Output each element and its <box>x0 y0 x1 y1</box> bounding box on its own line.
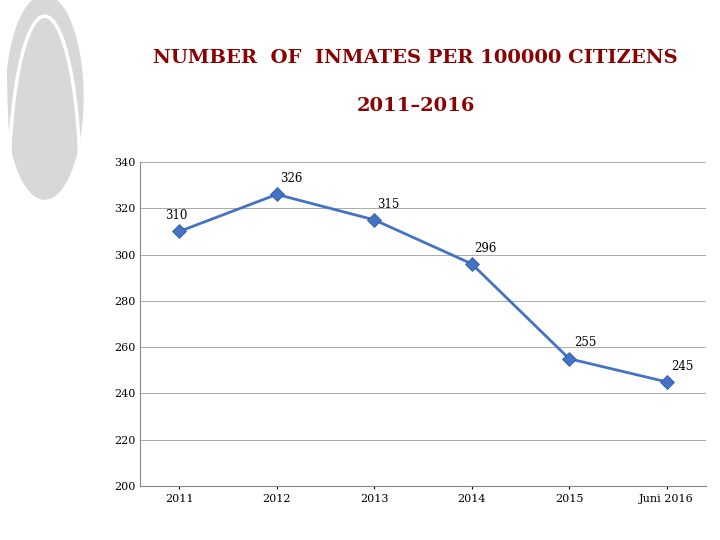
Text: 326: 326 <box>280 172 302 185</box>
Text: NUMBER  OF  INMATES PER 100000 CITIZENS: NUMBER OF INMATES PER 100000 CITIZENS <box>153 49 678 66</box>
Ellipse shape <box>6 0 84 200</box>
Text: 310: 310 <box>165 209 187 222</box>
Text: 2011–2016: 2011–2016 <box>356 97 475 115</box>
Text: 296: 296 <box>474 241 497 254</box>
Text: 255: 255 <box>574 336 596 349</box>
Text: 315: 315 <box>377 198 400 211</box>
Text: 245: 245 <box>672 360 694 373</box>
